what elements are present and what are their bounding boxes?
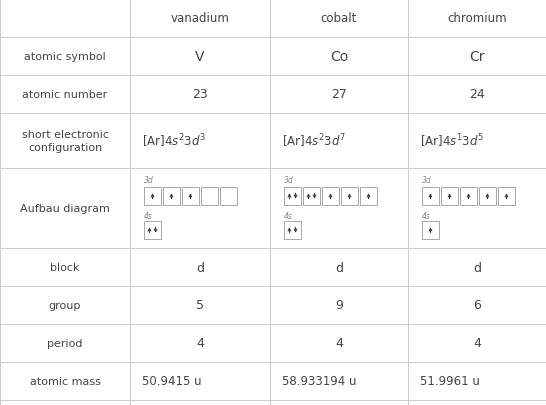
Text: chromium: chromium bbox=[447, 13, 507, 26]
Bar bbox=[422, 188, 439, 205]
Text: $\mathrm{[Ar]4}s^1\mathrm{3}d^5$: $\mathrm{[Ar]4}s^1\mathrm{3}d^5$ bbox=[420, 132, 484, 150]
Text: V: V bbox=[195, 50, 205, 64]
Text: d: d bbox=[196, 261, 204, 274]
Text: $\mathrm{[Ar]4}s^2\mathrm{3}d^7$: $\mathrm{[Ar]4}s^2\mathrm{3}d^7$ bbox=[282, 132, 346, 150]
Bar bbox=[144, 222, 161, 239]
Text: 3d: 3d bbox=[422, 176, 432, 185]
Text: 50.9415 u: 50.9415 u bbox=[142, 375, 201, 388]
Text: block: block bbox=[50, 262, 80, 272]
Text: Cr: Cr bbox=[469, 50, 485, 64]
Text: 3d: 3d bbox=[284, 176, 294, 185]
Text: period: period bbox=[48, 338, 83, 348]
Text: Co: Co bbox=[330, 50, 348, 64]
Text: 27: 27 bbox=[331, 88, 347, 101]
Bar bbox=[163, 188, 180, 205]
Bar bbox=[144, 188, 161, 205]
Text: 4: 4 bbox=[196, 337, 204, 350]
Text: atomic symbol: atomic symbol bbox=[24, 52, 106, 62]
Text: 4s: 4s bbox=[422, 212, 431, 221]
Text: 4s: 4s bbox=[144, 212, 153, 221]
Bar bbox=[284, 222, 301, 239]
Text: atomic number: atomic number bbox=[22, 90, 108, 100]
Text: 3d: 3d bbox=[144, 176, 154, 185]
Text: atomic mass: atomic mass bbox=[29, 376, 100, 386]
Text: 58.933194 u: 58.933194 u bbox=[282, 375, 357, 388]
Text: 4: 4 bbox=[335, 337, 343, 350]
Text: 5: 5 bbox=[196, 299, 204, 312]
Text: short electronic
configuration: short electronic configuration bbox=[21, 130, 109, 153]
Text: d: d bbox=[335, 261, 343, 274]
Text: 24: 24 bbox=[469, 88, 485, 101]
Bar bbox=[220, 188, 237, 205]
Bar bbox=[460, 188, 477, 205]
Text: Aufbau diagram: Aufbau diagram bbox=[20, 203, 110, 213]
Bar bbox=[360, 188, 377, 205]
Bar bbox=[422, 222, 439, 239]
Text: group: group bbox=[49, 300, 81, 310]
Text: 23: 23 bbox=[192, 88, 208, 101]
Text: $\mathrm{[Ar]4}s^2\mathrm{3}d^3$: $\mathrm{[Ar]4}s^2\mathrm{3}d^3$ bbox=[142, 132, 206, 150]
Text: vanadium: vanadium bbox=[170, 13, 229, 26]
Bar bbox=[498, 188, 515, 205]
Text: 6: 6 bbox=[473, 299, 481, 312]
Text: 51.9961 u: 51.9961 u bbox=[420, 375, 480, 388]
Bar bbox=[201, 188, 218, 205]
Text: 4s: 4s bbox=[284, 212, 293, 221]
Text: d: d bbox=[473, 261, 481, 274]
Bar bbox=[284, 188, 301, 205]
Bar bbox=[182, 188, 199, 205]
Bar bbox=[479, 188, 496, 205]
Text: cobalt: cobalt bbox=[321, 13, 357, 26]
Text: 9: 9 bbox=[335, 299, 343, 312]
Text: 4: 4 bbox=[473, 337, 481, 350]
Bar bbox=[341, 188, 358, 205]
Bar bbox=[441, 188, 458, 205]
Bar bbox=[322, 188, 339, 205]
Bar bbox=[303, 188, 320, 205]
